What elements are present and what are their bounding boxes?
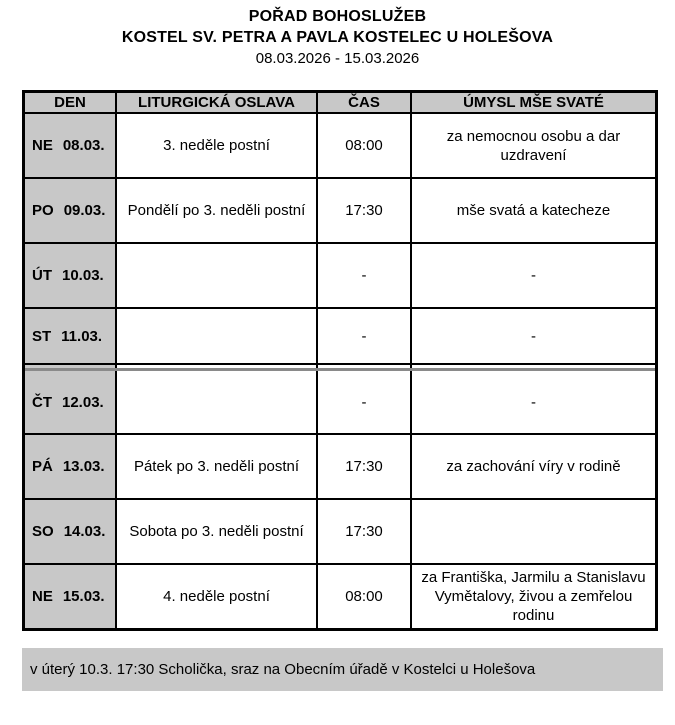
table-row: ÚT 10.03. - - — [25, 242, 655, 307]
day-cell: NE 15.03. — [25, 565, 115, 628]
table-row: PÁ 13.03. Pátek po 3. neděli postní 17:3… — [25, 433, 655, 498]
day-abbrev: ST — [32, 327, 52, 345]
day-date: 10.03. — [62, 267, 104, 284]
day-abbrev: NE — [32, 588, 53, 605]
intention-cell: za zachování víry v rodině — [410, 435, 655, 498]
celebration-cell: Pátek po 3. neděli postní — [115, 435, 316, 498]
celebration-cell: Pondělí po 3. neděli postní — [115, 179, 316, 242]
header-cell-umysl-mse-svate: ÚMYSL MŠE SVATÉ — [410, 93, 655, 112]
day-abbrev: SO — [32, 523, 54, 540]
time-cell: 17:30 — [316, 500, 410, 563]
day-date: 15.03. — [62, 588, 105, 605]
time-cell: 08:00 — [316, 114, 410, 177]
intention-cell: za Františka, Jarmilu a Stanislavu Vymět… — [410, 565, 655, 628]
celebration-cell: Sobota po 3. neděli postní — [115, 500, 316, 563]
table-row: NE 15.03. 4. neděle postní 08:00 za Fran… — [25, 563, 655, 628]
day-date: 09.03. — [63, 202, 106, 219]
day-cell: PO 09.03. — [25, 179, 115, 242]
day-cell: ČT 12.03. — [25, 371, 115, 433]
day-cell: PÁ 13.03. — [25, 435, 115, 498]
intention-cell — [410, 500, 655, 563]
day-date: 14.03. — [63, 523, 106, 540]
schedule-table: DEN LITURGICKÁ OSLAVA ČAS ÚMYSL MŠE SVAT… — [22, 90, 658, 631]
bulletin-page: POŘAD BOHOSLUŽEB KOSTEL SV. PETRA A PAVL… — [0, 0, 675, 691]
table-row: ST 11.03. - - — [25, 307, 655, 363]
day-abbrev: PÁ — [32, 458, 53, 475]
bulletin-header: POŘAD BOHOSLUŽEB KOSTEL SV. PETRA A PAVL… — [0, 0, 675, 69]
intention-cell: za nemocnou osobu a dar uzdravení — [410, 114, 655, 177]
date-range: 08.03.2026 - 15.03.2026 — [255, 50, 420, 67]
time-cell: 08:00 — [316, 565, 410, 628]
header-cell-den: DEN — [54, 94, 86, 111]
time-cell: 17:30 — [316, 179, 410, 242]
table-row: NE 08.03. 3. neděle postní 08:00 za nemo… — [25, 112, 655, 177]
intention-cell: - — [410, 371, 655, 433]
day-date: 12.03. — [62, 393, 104, 411]
time-cell: - — [316, 371, 410, 433]
celebration-cell: 3. neděle postní — [115, 114, 316, 177]
celebration-cell — [115, 371, 316, 433]
day-date: 08.03. — [62, 137, 105, 154]
day-cell: ST 11.03. — [25, 309, 115, 363]
time-cell: 17:30 — [316, 435, 410, 498]
time-cell: - — [316, 244, 410, 307]
intention-cell: mše svatá a katecheze — [410, 179, 655, 242]
intention-cell: - — [410, 309, 655, 363]
table-header-row: DEN LITURGICKÁ OSLAVA ČAS ÚMYSL MŠE SVAT… — [25, 93, 655, 112]
church-name: KOSTEL SV. PETRA A PAVLA KOSTELEC U HOLE… — [121, 29, 554, 46]
celebration-cell — [115, 309, 316, 363]
day-date: 13.03. — [62, 458, 105, 475]
day-cell: NE 08.03. — [25, 114, 115, 177]
celebration-cell — [115, 244, 316, 307]
day-abbrev: ČT — [32, 393, 52, 411]
day-cell: ÚT 10.03. — [25, 244, 115, 307]
page-break-divider — [25, 363, 655, 371]
day-cell: SO 14.03. — [25, 500, 115, 563]
page-title: POŘAD BOHOSLUŽEB — [248, 8, 427, 25]
day-date: 11.03. — [61, 327, 103, 345]
table-row: ČT 12.03. - - — [25, 371, 655, 433]
celebration-cell: 4. neděle postní — [115, 565, 316, 628]
day-abbrev: ÚT — [32, 267, 52, 284]
header-cell-cas: ČAS — [316, 93, 410, 112]
day-abbrev: NE — [32, 137, 53, 154]
intention-cell: - — [410, 244, 655, 307]
table-row: PO 09.03. Pondělí po 3. neděli postní 17… — [25, 177, 655, 242]
table-row: SO 14.03. Sobota po 3. neděli postní 17:… — [25, 498, 655, 563]
footer-note: v úterý 10.3. 17:30 Scholička, sraz na O… — [22, 648, 663, 691]
time-cell: - — [316, 309, 410, 363]
header-cell-liturgicka-oslava: LITURGICKÁ OSLAVA — [115, 93, 316, 112]
day-abbrev: PO — [32, 202, 54, 219]
